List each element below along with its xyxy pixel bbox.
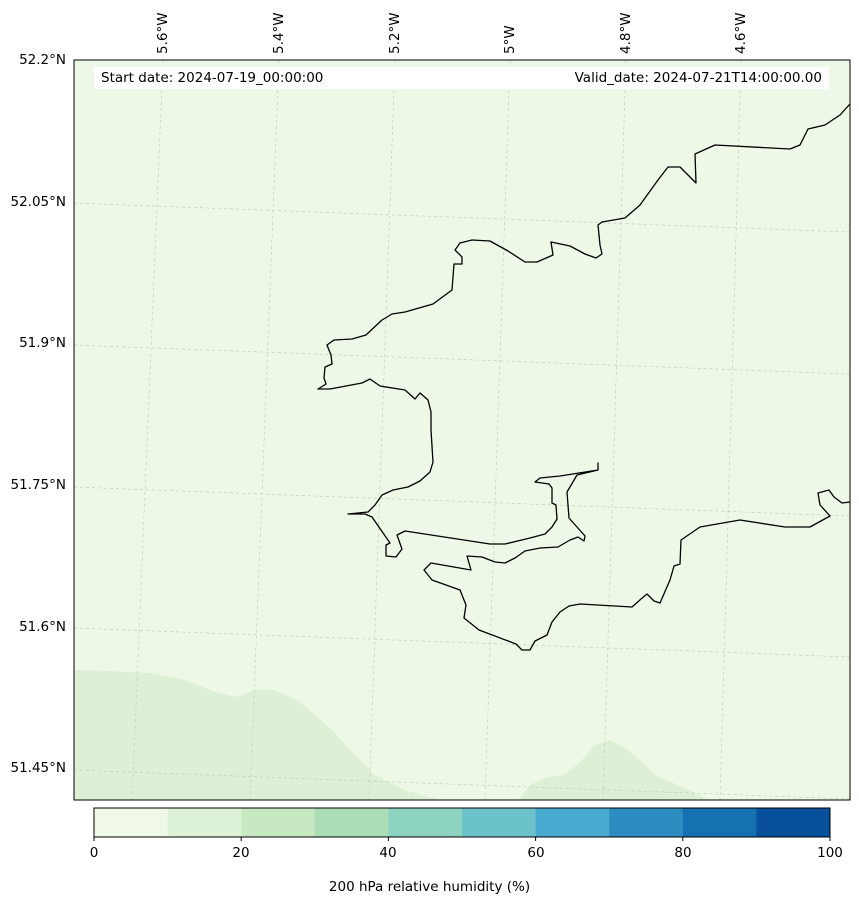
colorbar-segment	[609, 808, 684, 837]
colorbar-segment	[94, 808, 169, 837]
colorbar-segment	[314, 808, 389, 837]
lat-label: 52.2°N	[19, 52, 66, 68]
colorbar-segment	[462, 808, 537, 837]
coastline-north	[317, 103, 851, 651]
start-date-label: Start date: 2024-07-19_00:00:00	[101, 70, 324, 86]
colorbar-label: 200 hPa relative humidity (%)	[328, 879, 531, 895]
lat-label: 51.45°N	[10, 760, 67, 776]
map-background	[74, 60, 850, 800]
colorbar-tick-label: 100	[817, 845, 843, 861]
colorbar-segment	[241, 808, 316, 837]
map-frame	[73, 59, 851, 801]
lon-label: 4.6°W	[733, 12, 749, 54]
lat-label: 51.75°N	[10, 477, 67, 493]
lon-label: 5.4°W	[271, 12, 287, 54]
colorbar	[93, 808, 831, 841]
colorbar-tick-label: 0	[89, 845, 99, 861]
humidity-field-region	[74, 670, 440, 800]
lon-label: 5.2°W	[387, 12, 403, 54]
colorbar-segment	[682, 808, 757, 837]
colorbar-segment	[388, 808, 463, 837]
humidity-field-region-east	[518, 740, 710, 800]
lat-label: 51.6°N	[19, 619, 66, 635]
lat-label: 52.05°N	[10, 194, 67, 210]
colorbar-segment	[756, 808, 831, 837]
lon-label: 4.8°W	[618, 12, 634, 54]
colorbar-tick-label: 20	[232, 845, 250, 861]
lon-label: 5°W	[502, 25, 518, 54]
colorbar-segment	[167, 808, 242, 837]
date-info-bar: Start date: 2024-07-19_00:00:00 Valid_da…	[94, 67, 829, 89]
colorbar-tick-label: 80	[674, 845, 692, 861]
lat-label: 51.9°N	[19, 335, 66, 351]
valid-date-label: Valid_date: 2024-07-21T14:00:00.00	[574, 70, 822, 86]
colorbar-tick-label: 60	[527, 845, 545, 861]
colorbar-frame	[93, 807, 831, 838]
lon-label: 5.6°W	[155, 12, 171, 54]
coastline	[317, 103, 851, 651]
colorbar-segment	[535, 808, 610, 837]
colorbar-tick-label: 40	[379, 845, 397, 861]
